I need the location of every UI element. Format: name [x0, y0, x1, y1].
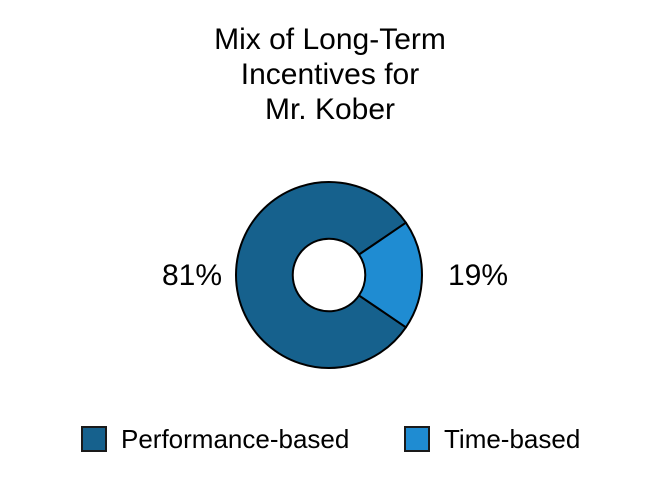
pie-slice-time-based [358, 221, 423, 329]
slice-value-label-performance-based: 81% [161, 259, 223, 292]
slice-value-label-time-based: 19% [447, 259, 509, 292]
donut-chart-svg [235, 181, 423, 369]
chart-title-line-3: Mr. Kober [264, 93, 396, 126]
chart-title-line-2: Incentives for [240, 58, 420, 91]
legend-swatch-performance-based [81, 426, 107, 452]
legend-item-time-based: Time-based [404, 425, 580, 453]
chart-title: Mix of Long-Term Incentives for Mr. Kobe… [0, 22, 660, 127]
legend-item-performance-based: Performance-based [81, 425, 349, 453]
legend-label-performance-based: Performance-based [121, 424, 350, 454]
pie-slice-performance-based [235, 181, 407, 369]
legend-label-time-based: Time-based [444, 424, 581, 454]
chart-title-line-1: Mix of Long-Term [214, 23, 446, 56]
legend-swatch-time-based [404, 426, 430, 452]
